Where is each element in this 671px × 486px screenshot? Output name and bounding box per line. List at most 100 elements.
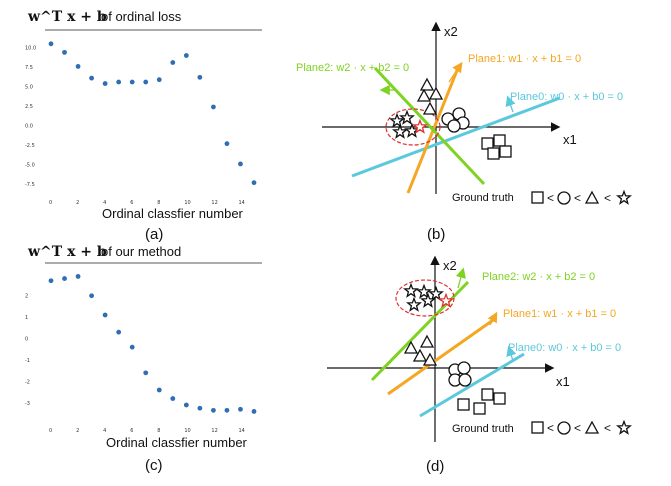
triangle-shape: [416, 88, 432, 102]
panel-c-xtick-label: 8: [157, 428, 160, 434]
panel-d-x1-label: x1: [556, 374, 570, 389]
panel-a-point: [156, 77, 162, 83]
panel-a-point: [116, 79, 122, 85]
star-shape: [416, 283, 432, 299]
panel-c-point: [224, 407, 230, 413]
triangle-shape: [422, 352, 438, 366]
panel-c-xtick-label: 6: [130, 428, 133, 434]
panel-c-title-text: of our method: [101, 244, 181, 259]
panel-d-squares: [457, 388, 506, 415]
panel-a-point: [143, 79, 149, 85]
star-shape: [403, 282, 419, 298]
panel-a-xtick-label: 0: [49, 200, 52, 206]
panel-d-plane0-line: [419, 352, 525, 418]
panel-d-star-cluster-ellipse: [395, 279, 455, 317]
panel-c-point: [251, 409, 257, 414]
star-shape: [399, 109, 415, 125]
panel-a-ytick-label: -5.0: [25, 163, 35, 169]
panel-d-plane2-line: [370, 280, 470, 382]
panel-c-point: [197, 405, 203, 411]
panel-c-point: [129, 344, 135, 350]
legend-circle-icon: [557, 191, 571, 205]
panel-b-plane1-label: Plane1: w1 · x + b1 = 0: [468, 53, 581, 65]
panel-c-point: [211, 407, 216, 413]
panel-b-plane0-label: Plane0: w0 · x + b0 = 0: [510, 91, 623, 103]
panel-c-ytick-label: -2: [25, 379, 30, 385]
legend-square-icon: [531, 421, 544, 434]
panel-b-triangles: [416, 77, 444, 115]
panel-c-title-math: w^T x + b: [27, 244, 107, 260]
triangle-shape: [419, 77, 435, 91]
star-shape: [616, 189, 632, 205]
panel-c-xtick-label: 0: [49, 428, 52, 434]
legend-triangle-icon: [584, 190, 600, 204]
panel-b-squares: [481, 134, 512, 160]
panel-b-plane1-normal-arrow: [448, 61, 463, 83]
panel-b-plane2-line: [373, 66, 486, 186]
panel-c-xtick-label: 12: [211, 428, 217, 434]
panel-b-x1-label: x1: [563, 132, 577, 147]
panel-d-circles: [448, 361, 472, 387]
panel-c-ytick-label: 0: [25, 337, 28, 343]
panel-b: x2 x1 Plane2: w2 · x + b2 = 0 Plane1: w1…: [296, 21, 632, 243]
star-shape: [428, 285, 444, 301]
panel-d-plane0-normal-arrow: [506, 345, 517, 362]
panel-c-ytick-label: -1: [25, 358, 30, 364]
panel-a-point: [129, 79, 135, 85]
star-shape: [438, 292, 454, 308]
panel-c-ytick-label: -3: [25, 401, 30, 407]
panel-a-point: [62, 49, 67, 55]
panel-c-point: [170, 396, 176, 401]
panel-a-xtick-label: 14: [238, 200, 244, 206]
panel-b-circles: [441, 107, 470, 133]
star-shape: [392, 123, 408, 139]
square-shape: [493, 134, 506, 147]
panel-c-xlabel: Ordinal classfier number: [106, 435, 248, 450]
square-shape: [499, 145, 512, 158]
panel-a-xtick-label: 12: [211, 200, 217, 206]
panel-d-plane0-label: Plane0: w0 · x + b0 = 0: [508, 342, 621, 354]
panel-a-ytick-label: 0.0: [25, 124, 33, 130]
panel-a-ytick-label: 7.5: [25, 65, 33, 71]
panel-a: w^T x + b of ordinal loss 10.0 7.5 5.0 2.5 0…: [25, 9, 262, 243]
panel-d-ground-truth-label: Ground truth: [452, 423, 514, 435]
star-shape: [389, 112, 405, 128]
legend-star-icon: [616, 189, 632, 205]
panel-b-star-cluster-ellipse: [385, 108, 441, 146]
panel-a-point: [224, 141, 230, 147]
panel-b-x2-label: x2: [444, 24, 458, 39]
panel-c-point: [62, 276, 67, 281]
triangle-shape: [412, 348, 428, 362]
panel-a-point: [251, 180, 257, 186]
panel-c-point: [143, 370, 149, 376]
square-shape: [481, 388, 494, 401]
panel-b-plane0-normal-arrow: [505, 95, 516, 113]
panel-a-point: [183, 53, 189, 58]
star-shape: [616, 419, 632, 435]
panel-a-point: [197, 74, 203, 80]
panel-b-ground-truth-label: Ground truth: [452, 192, 514, 204]
panel-a-caption: (a): [145, 226, 163, 243]
triangle-shape: [403, 340, 419, 354]
panel-a-point: [75, 64, 81, 69]
panel-a-xtick-label: 4: [103, 200, 106, 206]
panel-a-title-math: w^T x + b: [27, 9, 107, 25]
panel-a-point: [238, 161, 243, 167]
panel-b-plane0-line: [351, 96, 561, 178]
panel-a-xtick-label: 10: [184, 200, 190, 206]
panel-b-stars: [389, 109, 428, 139]
panel-d-triangles: [403, 334, 438, 366]
panel-a-ytick-label: -2.5: [25, 143, 35, 149]
panel-a-xtick-label: 2: [76, 200, 79, 206]
square-shape: [457, 398, 470, 411]
panel-c-xtick-label: 14: [238, 428, 244, 434]
panel-c-point: [102, 312, 108, 318]
panel-a-ytick-label: -7.5: [25, 182, 35, 188]
panel-c-point: [48, 278, 54, 284]
legend-less-than: <: [604, 421, 611, 435]
panel-a-xtick-label: 8: [157, 200, 160, 206]
triangle-shape: [428, 86, 444, 100]
panel-d-stars: [403, 282, 454, 312]
panel-c-point: [89, 293, 94, 299]
panel-c-point: [116, 329, 122, 335]
